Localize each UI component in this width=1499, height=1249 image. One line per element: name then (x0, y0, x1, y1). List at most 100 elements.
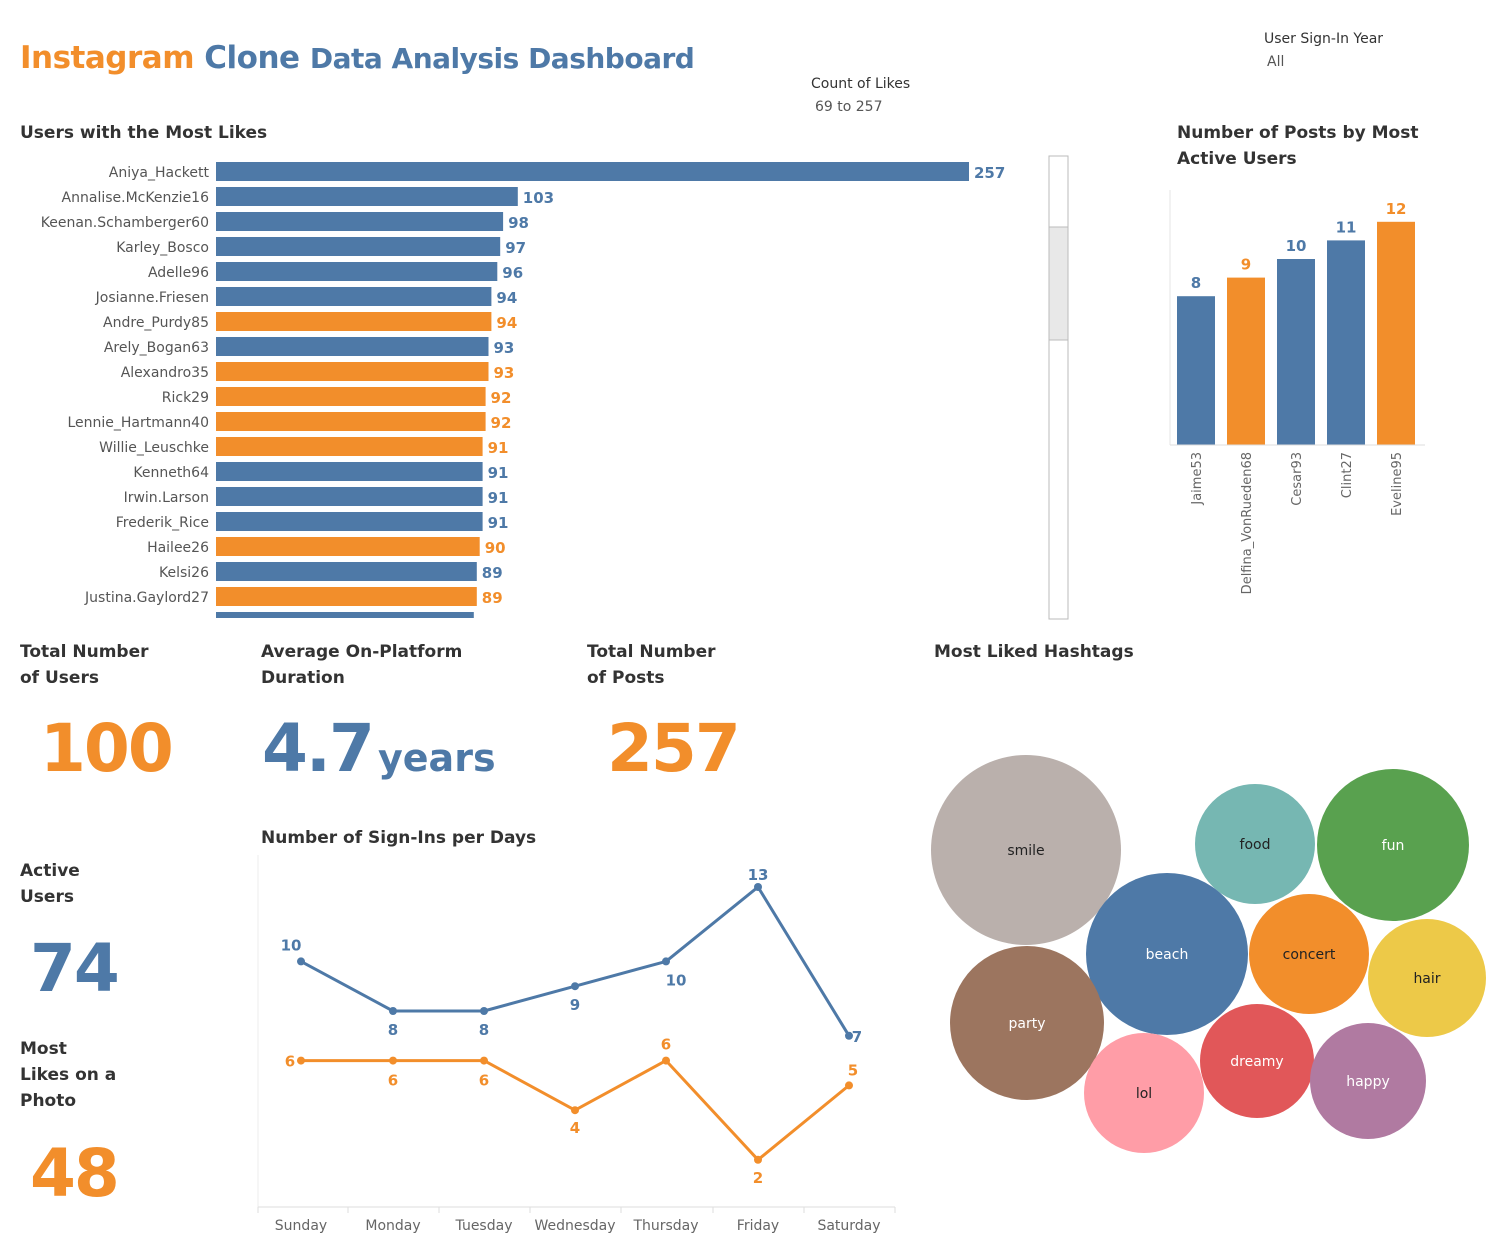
signins-day-label: Saturday (817, 1218, 880, 1234)
signins-point[interactable] (297, 1056, 305, 1065)
hashtag-bubble[interactable] (931, 755, 1121, 945)
hashtag-bubble[interactable] (950, 946, 1104, 1100)
signins-point[interactable] (571, 982, 579, 991)
signins-point[interactable] (571, 1106, 579, 1115)
hashtag-bubble[interactable] (1084, 1033, 1204, 1153)
likes-bar-partial (216, 612, 474, 618)
bar-category-label: Josianne.Friesen (95, 290, 209, 306)
hashtag-label: beach (1146, 947, 1189, 963)
signins-day-label: Friday (737, 1218, 779, 1234)
signins-point[interactable] (480, 1056, 488, 1065)
bar-value-label: 92 (491, 414, 512, 432)
posts-bar[interactable] (1327, 240, 1365, 445)
posts-value-label: 10 (1286, 237, 1307, 255)
signins-value-label: 8 (479, 1021, 489, 1039)
hashtag-bubble[interactable] (1195, 784, 1315, 904)
hashtag-bubble[interactable] (1249, 894, 1369, 1014)
likes-bar[interactable] (216, 337, 489, 356)
hashtag-label: party (1009, 1016, 1046, 1032)
avg-duration-value: 4.7 (262, 710, 375, 787)
total-users-value: 100 (40, 710, 174, 787)
bar-category-label: Hailee26 (147, 540, 209, 556)
scrollbar-track[interactable] (1048, 155, 1069, 620)
posts-bar[interactable] (1277, 259, 1315, 445)
bar-value-label: 93 (493, 364, 514, 382)
bar-category-label: Alexandro35 (121, 365, 209, 381)
likes-bar[interactable] (216, 487, 483, 506)
signins-day-label: Monday (365, 1218, 420, 1234)
signins-day-label: Wednesday (534, 1218, 615, 1234)
signins-point[interactable] (480, 1007, 488, 1015)
signins-value-label: 6 (285, 1053, 295, 1071)
scrollbar-thumb[interactable] (1048, 226, 1069, 341)
likes-bar[interactable] (216, 562, 477, 581)
posts-category-label: Cesar93 (1290, 452, 1305, 506)
likes-bar[interactable] (216, 312, 492, 331)
bar-value-label: 93 (493, 339, 514, 357)
signins-point[interactable] (662, 957, 670, 966)
hashtag-label: happy (1346, 1074, 1390, 1090)
bar-category-label: Willie_Leuschke (99, 440, 209, 456)
year-filter-value[interactable]: All (1267, 54, 1285, 70)
hashtag-label: smile (1007, 843, 1044, 859)
bar-value-label: 103 (523, 189, 554, 207)
bar-category-label: Frederik_Rice (116, 515, 209, 531)
posts-category-label: Eveline95 (1390, 452, 1405, 516)
bar-category-label: Arely_Bogan63 (104, 340, 209, 356)
signins-point[interactable] (845, 1081, 853, 1090)
bar-category-label: Andre_Purdy85 (103, 315, 209, 331)
bar-value-label: 90 (485, 539, 506, 557)
hashtags-bubble-chart: smile food fun beach concert hair party dreamy h… (931, 755, 1486, 1153)
likes-filter-value[interactable]: 69 to 257 (815, 99, 883, 115)
posts-value-label: 9 (1241, 256, 1251, 274)
signins-line-chart: Sunday Monday Tuesday Wednesday Thursday Frid… (257, 855, 896, 1234)
dashboard-title: Instagram Clone Data Analysis Dashboard (20, 40, 695, 76)
likes-bar[interactable] (216, 287, 492, 306)
signins-value-label: 6 (479, 1072, 489, 1090)
bar-category-label: Karley_Bosco (116, 240, 209, 256)
hashtag-label: lol (1136, 1086, 1152, 1102)
signins-point[interactable] (297, 957, 305, 966)
likes-bar[interactable] (216, 587, 477, 606)
posts-bar[interactable] (1227, 277, 1265, 445)
hashtag-label: hair (1413, 971, 1440, 987)
signins-point[interactable] (662, 1056, 670, 1065)
likes-bar[interactable] (216, 362, 489, 381)
posts-bar[interactable] (1377, 221, 1415, 445)
posts-category-label: Jaime53 (1190, 452, 1205, 506)
likes-bar[interactable] (216, 437, 483, 456)
bar-value-label: 94 (496, 289, 517, 307)
signins-point[interactable] (389, 1056, 397, 1065)
signins-point[interactable] (754, 1155, 762, 1164)
avg-duration-title: Average On-Platform Duration (261, 642, 463, 688)
likes-bar[interactable] (216, 162, 969, 181)
signins-point[interactable] (845, 1031, 853, 1040)
hashtag-bubble[interactable] (1200, 1004, 1314, 1118)
bar-value-label: 91 (488, 514, 509, 532)
bar-value-label: 91 (488, 489, 509, 507)
likes-bar[interactable] (216, 237, 501, 256)
likes-bar[interactable] (216, 412, 486, 431)
total-posts-value: 257 (607, 710, 741, 787)
likes-bar[interactable] (216, 387, 486, 406)
title-part-clone: Clone (204, 40, 300, 76)
bar-value-label: 91 (488, 439, 509, 457)
bar-category-label: Aniya_Hackett (109, 165, 210, 181)
likes-bar[interactable] (216, 212, 504, 231)
signins-day-label: Sunday (275, 1218, 327, 1234)
bar-category-label: Annalise.McKenzie16 (62, 190, 210, 206)
likes-bar[interactable] (216, 187, 518, 206)
signins-point[interactable] (389, 1007, 397, 1015)
hashtag-label: dreamy (1230, 1054, 1283, 1070)
hashtag-bubble[interactable] (1368, 919, 1486, 1037)
hashtag-bubble[interactable] (1310, 1023, 1426, 1139)
likes-bar[interactable] (216, 262, 498, 281)
total-posts-title: Total Number of Posts (587, 642, 716, 688)
likes-bar[interactable] (216, 512, 483, 531)
posts-bar[interactable] (1177, 296, 1215, 445)
likes-bar[interactable] (216, 537, 480, 556)
hashtag-bubble[interactable] (1086, 873, 1248, 1035)
hashtag-bubble[interactable] (1317, 769, 1469, 921)
signins-point[interactable] (754, 883, 762, 891)
likes-bar[interactable] (216, 462, 483, 481)
